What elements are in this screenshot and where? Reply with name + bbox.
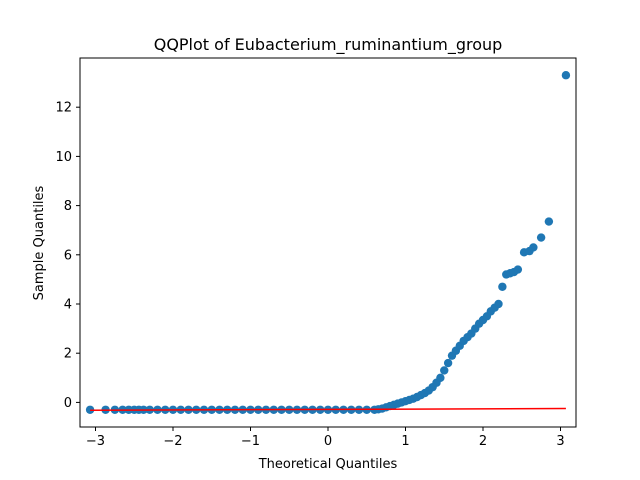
x-tick-label: 2 — [479, 434, 487, 449]
reference-line — [90, 407, 566, 412]
data-point — [561, 71, 571, 80]
x-tick-label: 1 — [401, 434, 409, 449]
y-tick-label: 10 — [55, 150, 72, 165]
y-tick-label: 2 — [64, 347, 72, 362]
data-point — [498, 282, 507, 291]
chart-title: QQPlot of Eubacterium_ruminantium_group — [154, 35, 503, 55]
x-tick-label: −3 — [86, 434, 105, 449]
data-point — [513, 265, 523, 274]
data-point — [494, 299, 503, 309]
data-point — [529, 243, 538, 252]
y-axis: 0 2 4 6 8 10 12 — [55, 101, 80, 411]
x-axis-label: Theoretical Quantiles — [258, 457, 398, 472]
x-axis: −3 −2 −1 0 1 2 3 — [86, 427, 565, 449]
data-point — [536, 233, 546, 242]
y-axis-label: Sample Quantiles — [32, 185, 47, 300]
x-tick-label: 0 — [324, 434, 332, 449]
y-tick-label: 0 — [64, 396, 72, 411]
data-point — [436, 373, 445, 382]
data-point — [443, 358, 453, 368]
plot-area — [85, 71, 571, 414]
x-tick-label: 3 — [556, 434, 564, 449]
data-point — [544, 217, 554, 226]
y-tick-label: 4 — [64, 298, 72, 313]
y-tick-label: 6 — [64, 248, 72, 263]
x-tick-label: −1 — [241, 434, 260, 449]
y-tick-label: 8 — [64, 199, 72, 214]
x-tick-label: −2 — [163, 434, 182, 449]
y-tick-label: 12 — [55, 101, 72, 116]
data-point — [440, 366, 449, 375]
